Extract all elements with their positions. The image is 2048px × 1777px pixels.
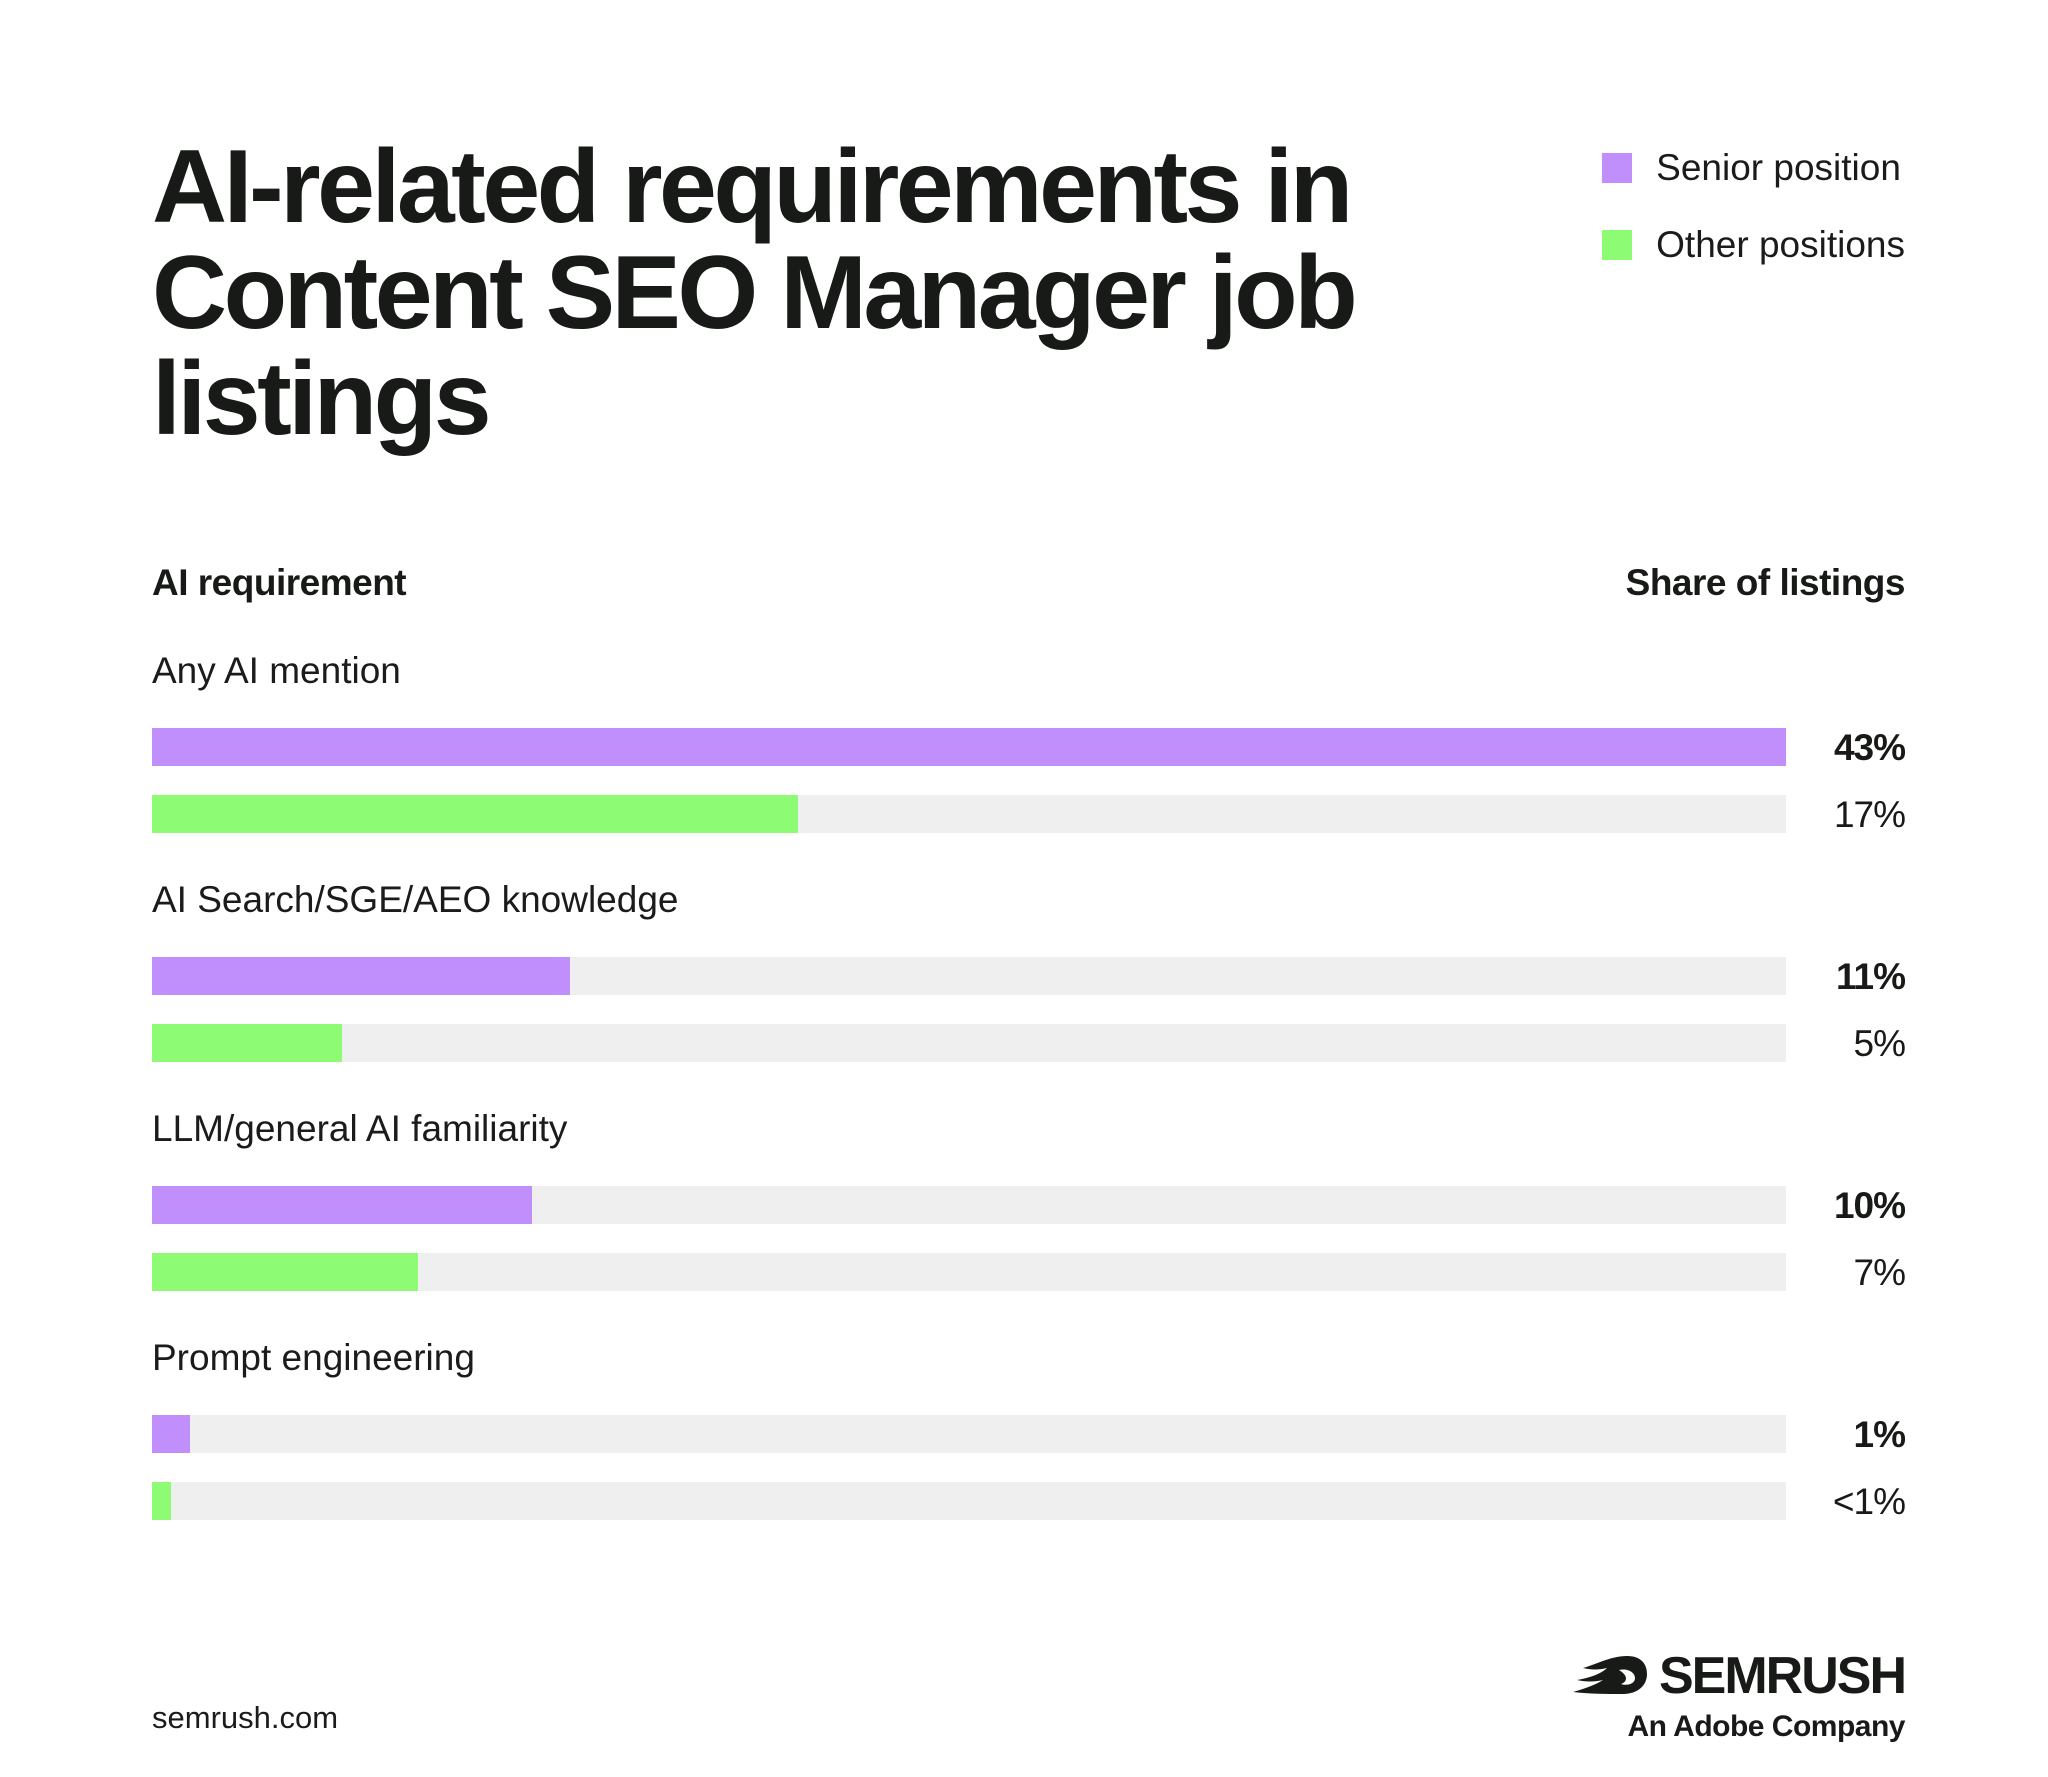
category-label: Prompt engineering [152,1337,475,1378]
value-label: 7% [1854,1252,1906,1293]
semrush-tagline: An Adobe Company [1627,1710,1905,1743]
legend-swatch-other [1602,230,1633,260]
semrush-wordmark: SEMRUSH [1658,1647,1907,1705]
bar-other [152,1253,418,1291]
bar-other [152,1024,342,1062]
semrush-flame-icon [1572,1656,1647,1694]
legend-item-senior: Senior position [1602,145,1905,191]
bar-other [152,795,798,833]
bar-senior [152,728,1786,766]
chart-legend: Senior position Other positions [1602,145,1905,299]
value-label: 11% [1836,956,1905,997]
footer-url: semrush.com [152,1700,339,1735]
bar-other [152,1482,171,1520]
value-label: 10% [1834,1185,1905,1226]
legend-label-senior: Senior position [1656,147,1901,188]
bar-track [152,1482,1786,1520]
semrush-logo: SEMRUSH An Adobe Company [1569,1647,1907,1744]
column-header-share: Share of listings [1625,562,1906,603]
legend-label-other: Other positions [1656,224,1905,265]
category-label: Any AI mention [152,650,401,691]
legend-item-other: Other positions [1602,222,1905,268]
value-label: 43% [1834,727,1905,768]
chart-title: AI-related requirements in Content SEO M… [152,129,1358,457]
bar-track [152,1415,1786,1453]
bar-track [152,1024,1786,1062]
category-label: AI Search/SGE/AEO knowledge [152,879,679,920]
bar-senior [152,957,570,995]
value-label: 17% [1834,794,1905,835]
column-header-requirement: AI requirement [152,562,407,603]
value-label: 1% [1854,1414,1906,1455]
bar-senior [152,1415,190,1453]
bar-track [152,1253,1786,1291]
value-label: 5% [1854,1023,1906,1064]
value-label: <1% [1833,1481,1905,1522]
bar-senior [152,1186,532,1224]
legend-swatch-senior [1602,153,1633,183]
category-label: LLM/general AI familiarity [152,1108,568,1149]
